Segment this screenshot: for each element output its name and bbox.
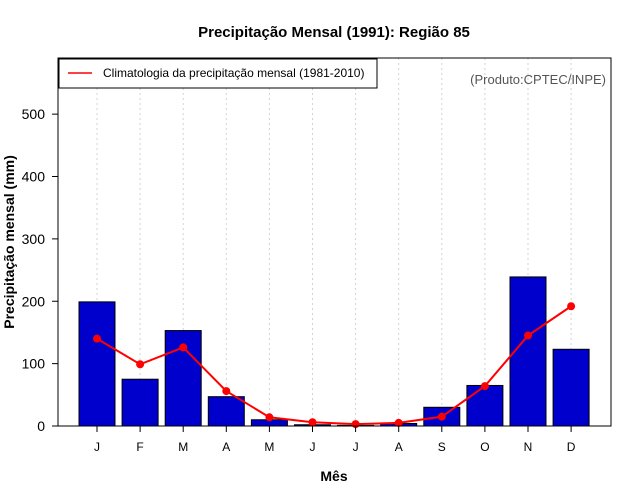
x-tick-label: D — [567, 440, 576, 454]
x-tick-label: M — [178, 440, 188, 454]
plot-frame — [57, 57, 612, 427]
climatology-point — [265, 413, 274, 422]
precip-bar — [207, 396, 245, 427]
x-tick-label: J — [353, 440, 359, 454]
x-tick-label: O — [480, 440, 489, 454]
y-tick-label: 0 — [37, 418, 45, 434]
x-tick-label: J — [94, 440, 100, 454]
legend: Climatologia da precipitação mensal (198… — [58, 58, 378, 89]
legend-label: Climatologia da precipitação mensal (198… — [103, 66, 364, 80]
climatology-line — [96, 305, 572, 426]
x-tick-label: F — [136, 440, 143, 454]
y-tick-label: 400 — [22, 169, 46, 185]
climatology-point — [394, 418, 403, 427]
y-axis-title: Precipitação mensal (mm) — [1, 155, 17, 329]
y-axis: 0 100 200 300 400 500 — [22, 106, 58, 434]
x-tick-label: N — [524, 440, 533, 454]
legend-box — [58, 58, 378, 89]
climatology-point — [93, 334, 101, 343]
x-tick-label: M — [264, 440, 274, 454]
y-tick-label: 200 — [22, 293, 46, 309]
x-tick-label: J — [310, 440, 316, 454]
precip-bar — [78, 301, 116, 427]
y-tick-label: 500 — [22, 106, 46, 122]
climatology-point — [524, 331, 532, 340]
bars-layer — [78, 276, 590, 427]
climatology-point — [136, 360, 145, 369]
x-tick-label: A — [395, 440, 403, 454]
x-tick-label: S — [438, 440, 446, 454]
climatology-point — [480, 382, 489, 391]
x-axis-title: Mês — [320, 468, 347, 484]
source-credit: (Produto:CPTEC/INPE) — [470, 72, 606, 87]
climatology-point — [437, 412, 446, 421]
y-tick-label: 300 — [22, 231, 46, 247]
climatology-point — [308, 418, 317, 427]
x-tick-label: A — [222, 440, 230, 454]
precip-bar — [121, 378, 159, 427]
y-tick-label: 100 — [22, 356, 46, 372]
precip-bar — [466, 384, 504, 427]
climatology-point — [222, 387, 231, 396]
climatology-point — [567, 302, 576, 311]
chart-title: Precipitação Mensal (1991): Região 85 — [198, 24, 470, 41]
precip-bar — [552, 348, 590, 427]
climatology-point — [179, 343, 188, 352]
